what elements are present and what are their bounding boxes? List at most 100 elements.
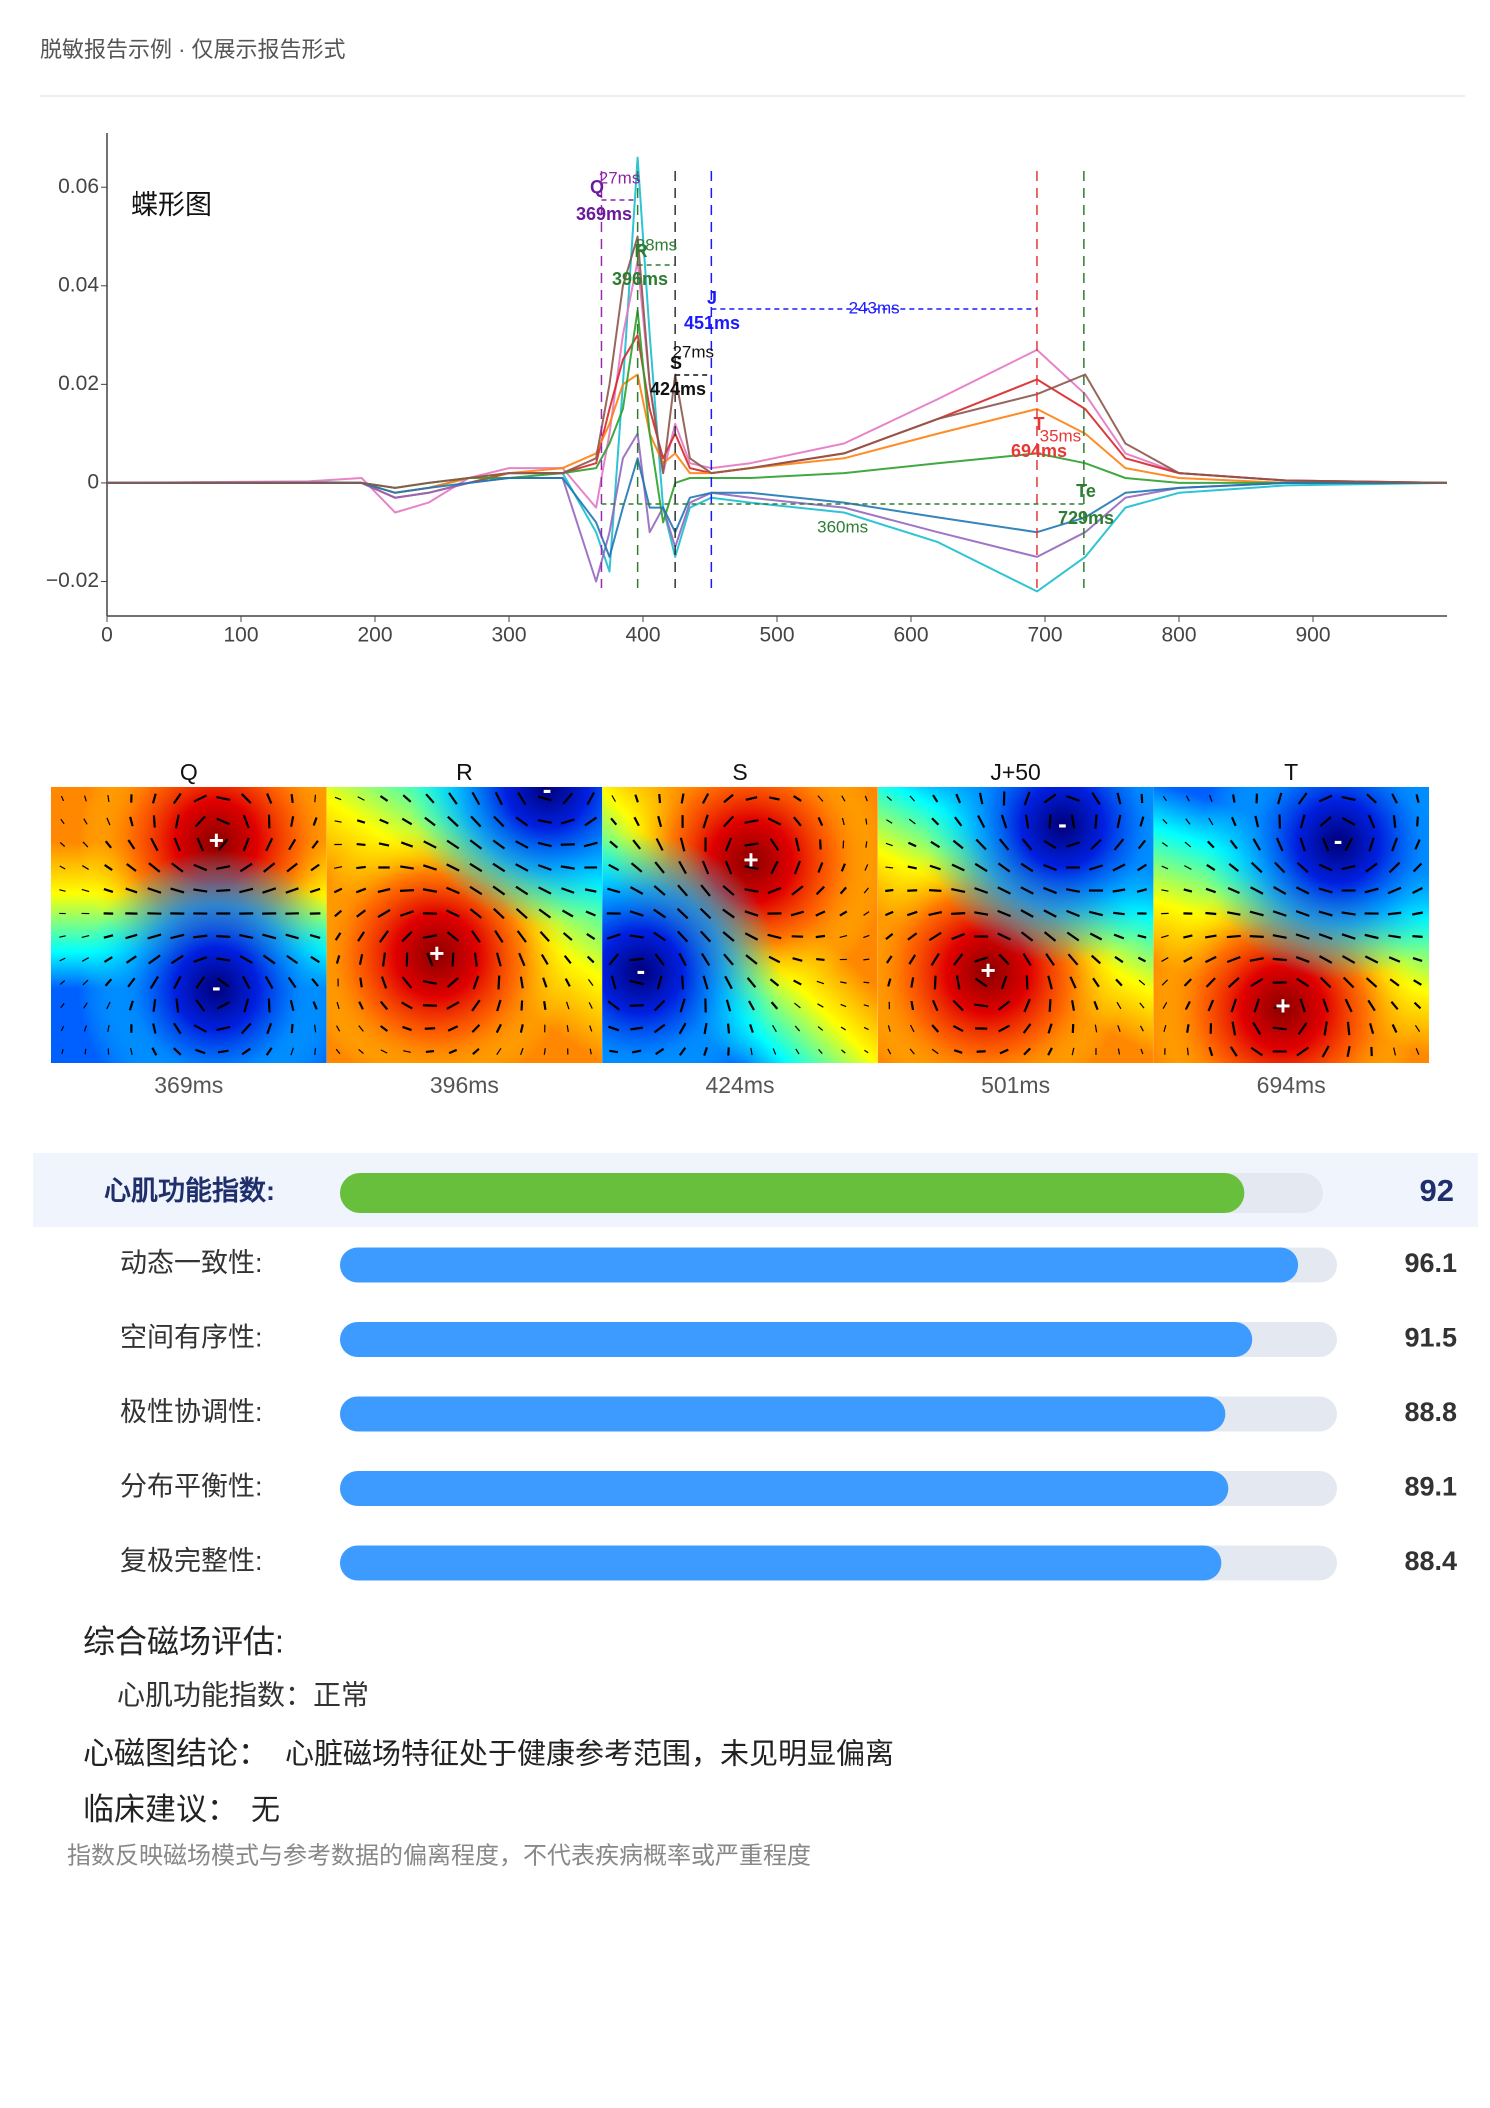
x-tick-label: 200	[357, 624, 392, 647]
field-arrow	[129, 1047, 133, 1056]
field-map	[51, 787, 327, 1063]
field-arrow	[83, 818, 88, 825]
field-arrow	[952, 999, 964, 1012]
field-arrow	[745, 796, 758, 801]
pole-plus: +	[209, 825, 224, 855]
field-arrow	[240, 793, 252, 804]
field-arrow	[1295, 886, 1310, 895]
field-arrow	[1229, 1046, 1238, 1057]
field-arrow	[1366, 793, 1377, 804]
field-arrow	[1113, 838, 1125, 851]
field-arrow	[589, 1048, 592, 1055]
field-arrow	[884, 910, 894, 917]
conclusion-text: 心脏磁场特征处于健康参考范围，未见明显偏离	[285, 1738, 894, 1771]
field-arrow	[359, 977, 363, 988]
field-arrow	[767, 886, 782, 895]
field-arrow	[358, 1001, 364, 1010]
field-arrow	[1252, 838, 1261, 851]
field-arrow	[977, 815, 986, 828]
field-arrow	[473, 952, 478, 967]
field-arrow	[518, 952, 526, 967]
field-arrow	[607, 1000, 620, 1011]
field-arrow	[471, 1024, 481, 1033]
field-arrow	[515, 840, 529, 849]
field-arrow	[1295, 910, 1310, 917]
field-arrow	[767, 817, 782, 826]
field-arrow	[61, 1048, 64, 1055]
field-arrow	[195, 999, 206, 1012]
field-arrow	[952, 1024, 964, 1033]
field-arrow	[519, 976, 524, 989]
field-arrow	[1249, 957, 1264, 962]
field-arrow	[1414, 839, 1421, 850]
main-index-bar	[340, 1173, 1245, 1213]
field-arrow	[1070, 814, 1076, 829]
field-arrow	[1043, 909, 1057, 918]
field-arrow	[653, 1023, 666, 1034]
field-arrow	[1161, 934, 1169, 939]
field-arrow	[290, 816, 295, 827]
field-arrow	[1272, 910, 1287, 917]
field-arrow	[886, 819, 893, 824]
marker-time: 694ms	[1011, 441, 1067, 461]
index-value: 88.8	[1404, 1397, 1457, 1427]
field-arrow	[403, 1050, 411, 1053]
field-arrow	[289, 1000, 295, 1011]
field-arrow	[1322, 998, 1330, 1013]
field-arrow	[588, 1002, 593, 1009]
field-arrow	[216, 796, 231, 801]
field-arrow	[262, 933, 277, 940]
field-arrow	[1183, 978, 1192, 987]
pole-minus: -	[636, 955, 645, 985]
field-arrow	[310, 863, 320, 872]
field-arrow	[400, 841, 414, 848]
field-arrow	[906, 910, 918, 917]
field-arrow	[1295, 933, 1310, 940]
y-tick-label: 0.04	[58, 273, 99, 296]
field-arrow	[630, 1026, 644, 1031]
field-arrow	[537, 841, 552, 848]
field-arrow	[997, 862, 1011, 873]
field-arrow	[974, 977, 988, 988]
field-arrow	[290, 793, 294, 804]
field-arrow	[175, 998, 180, 1013]
field-arrow	[1393, 1047, 1397, 1056]
field-arrow	[358, 954, 364, 965]
field-arrow	[356, 842, 366, 847]
field-arrow	[1391, 837, 1399, 852]
field-arrow	[358, 1025, 364, 1032]
x-tick-label: 0	[101, 624, 113, 647]
field-arrow	[492, 839, 506, 850]
field-arrow	[1161, 979, 1169, 986]
field-arrow	[1091, 792, 1101, 805]
field-arrow	[1047, 1023, 1053, 1034]
field-arrow	[1066, 841, 1081, 848]
field-arrow	[446, 1001, 460, 1010]
field-arrow	[974, 956, 989, 963]
field-arrow	[629, 979, 644, 986]
field-arrow	[266, 793, 273, 804]
field-arrow	[1274, 861, 1286, 874]
field-arrow	[678, 1022, 687, 1035]
field-arrow	[1389, 978, 1400, 987]
field-arrow	[1136, 863, 1147, 872]
map-time: 424ms	[705, 1072, 774, 1098]
field-arrow	[1227, 976, 1240, 989]
field-arrow	[422, 980, 438, 985]
field-arrow	[311, 840, 319, 849]
field-map	[326, 787, 603, 1063]
field-arrow	[290, 1023, 294, 1034]
marker-time: 396ms	[612, 269, 668, 289]
field-arrow	[1368, 837, 1375, 852]
map-negative	[877, 787, 1154, 1063]
field-arrow	[608, 863, 620, 872]
field-arrow	[1272, 1026, 1287, 1031]
field-arrow	[951, 932, 966, 941]
field-arrow	[1321, 837, 1330, 852]
field-arrow	[1341, 911, 1356, 916]
x-tick-label: 300	[491, 624, 526, 647]
field-arrow	[1275, 837, 1284, 852]
field-arrow	[931, 817, 940, 826]
field-arrow	[520, 1047, 524, 1056]
field-arrow	[702, 975, 709, 990]
